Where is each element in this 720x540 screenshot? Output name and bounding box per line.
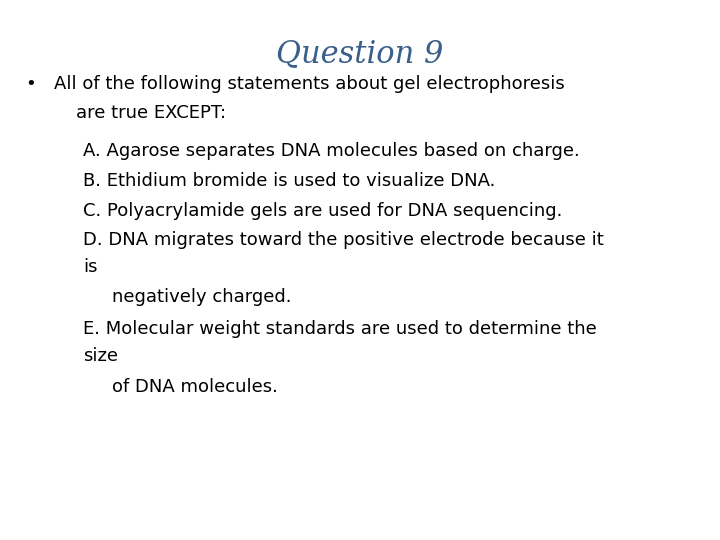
Text: B. Ethidium bromide is used to visualize DNA.: B. Ethidium bromide is used to visualize…: [83, 172, 495, 190]
Text: A. Agarose separates DNA molecules based on charge.: A. Agarose separates DNA molecules based…: [83, 142, 580, 160]
Text: size: size: [83, 347, 118, 366]
Text: D. DNA migrates toward the positive electrode because it: D. DNA migrates toward the positive elec…: [83, 231, 603, 249]
Text: E. Molecular weight standards are used to determine the: E. Molecular weight standards are used t…: [83, 320, 597, 339]
Text: •: •: [25, 75, 36, 93]
Text: are true EXCEPT:: are true EXCEPT:: [76, 104, 226, 123]
Text: of DNA molecules.: of DNA molecules.: [112, 378, 277, 396]
Text: C. Polyacrylamide gels are used for DNA sequencing.: C. Polyacrylamide gels are used for DNA …: [83, 201, 562, 220]
Text: Question 9: Question 9: [276, 38, 444, 69]
Text: negatively charged.: negatively charged.: [112, 288, 291, 306]
Text: is: is: [83, 258, 97, 276]
Text: All of the following statements about gel electrophoresis: All of the following statements about ge…: [54, 75, 564, 93]
